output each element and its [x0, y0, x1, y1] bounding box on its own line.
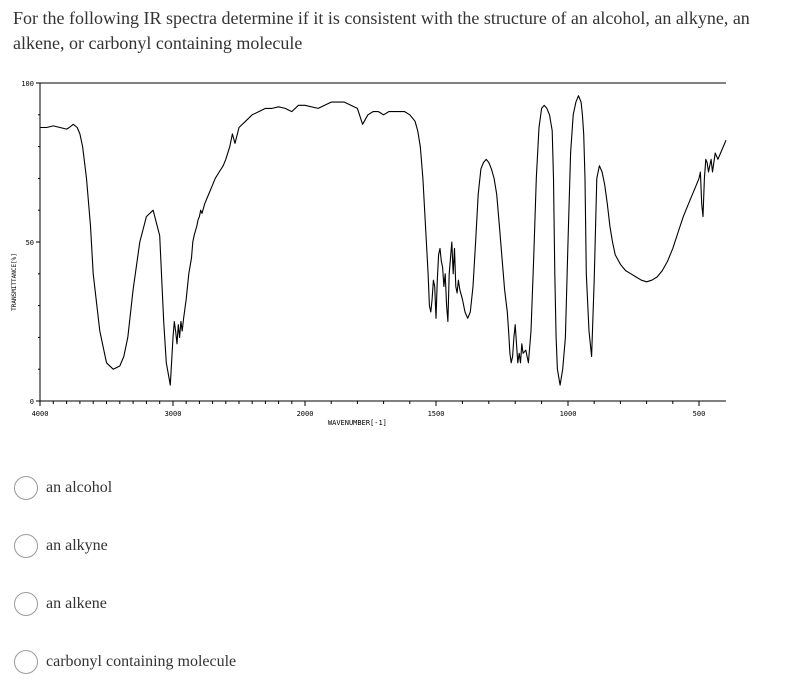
- option-label: carbonyl containing molecule: [46, 653, 237, 670]
- y-tick-label: 50: [26, 239, 34, 247]
- spectrum-line: [40, 95, 727, 386]
- x-tick-label: 1000: [560, 410, 577, 418]
- option-label: an alkyne: [46, 537, 108, 554]
- x-axis-label: WAVENUMBER[-1]: [328, 419, 387, 427]
- x-tick-label: 3000: [165, 410, 182, 418]
- chart-plot-area: 0 50 100 4000 3000 2000 1500 1000 500 WAVENUMBER[…: [11, 80, 727, 427]
- ir-spectrum-chart: 0 50 100 4000 3000 2000 1500 1000 500 WAVENUMBER[…: [11, 80, 727, 427]
- option-alkyne[interactable]: an alkyne: [14, 531, 334, 561]
- option-alcohol[interactable]: an alcohol: [14, 473, 334, 503]
- x-tick-label: 4000: [32, 410, 49, 418]
- radio-circle[interactable]: [14, 534, 38, 558]
- y-tick-label: 0: [30, 398, 34, 406]
- y-axis-label: TRANSMITTANCE[%]: [11, 253, 18, 311]
- x-tick-label: 500: [693, 410, 706, 418]
- x-tick-label: 2000: [297, 410, 314, 418]
- question-text: For the following IR spectra determine i…: [13, 8, 750, 53]
- radio-circle[interactable]: [14, 592, 38, 616]
- option-label: an alkene: [46, 595, 107, 612]
- y-tick-label: 100: [21, 80, 34, 88]
- x-tick-label: 1500: [428, 410, 445, 418]
- option-label: an alcohol: [46, 479, 113, 496]
- option-carbonyl[interactable]: carbonyl containing molecule: [14, 647, 334, 677]
- option-alkene[interactable]: an alkene: [14, 589, 334, 619]
- radio-circle[interactable]: [14, 650, 38, 674]
- radio-circle[interactable]: [14, 476, 38, 500]
